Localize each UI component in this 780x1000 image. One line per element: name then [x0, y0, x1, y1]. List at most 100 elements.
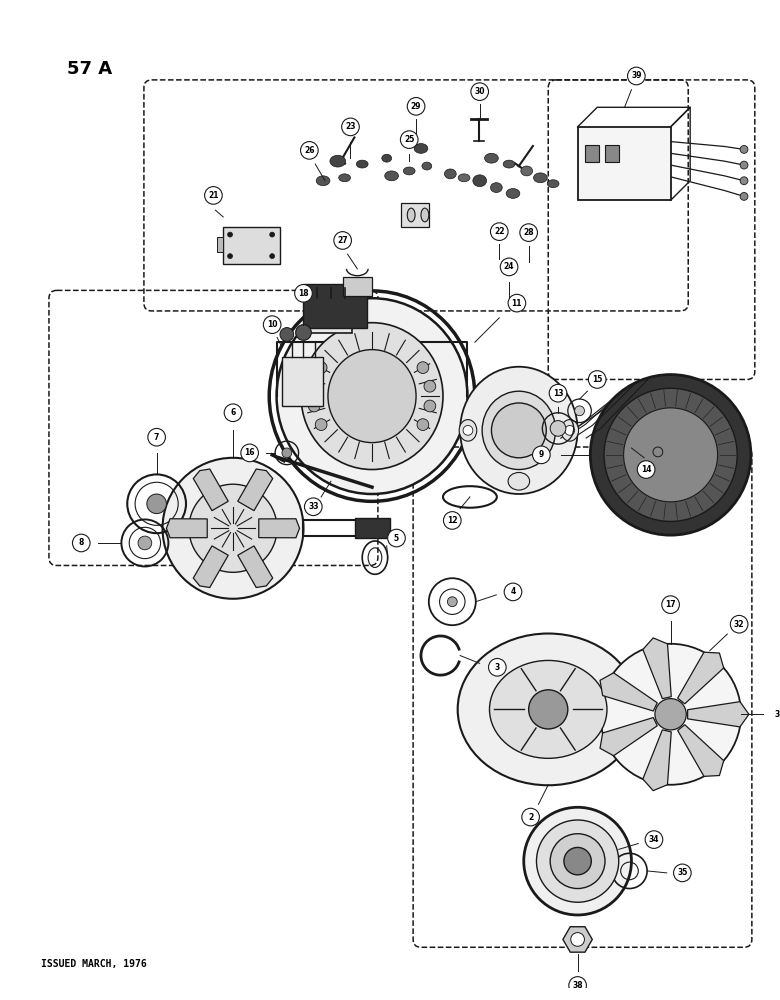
Circle shape — [655, 699, 686, 730]
Bar — [282, 357, 323, 406]
Ellipse shape — [445, 169, 456, 179]
Circle shape — [569, 977, 587, 994]
Circle shape — [529, 690, 568, 729]
Polygon shape — [688, 702, 749, 727]
Circle shape — [228, 254, 232, 259]
Text: 3: 3 — [495, 663, 500, 672]
Circle shape — [147, 494, 166, 514]
Polygon shape — [643, 638, 672, 699]
Polygon shape — [193, 546, 229, 588]
Text: 18: 18 — [298, 289, 309, 298]
Circle shape — [417, 362, 429, 373]
Text: 5: 5 — [394, 534, 399, 543]
Text: 4: 4 — [510, 587, 516, 596]
Circle shape — [771, 705, 780, 723]
Circle shape — [148, 428, 165, 446]
Text: 11: 11 — [512, 299, 522, 308]
Polygon shape — [238, 546, 273, 588]
Ellipse shape — [407, 208, 415, 222]
Ellipse shape — [521, 166, 533, 176]
Circle shape — [537, 820, 619, 902]
Circle shape — [550, 834, 605, 889]
Circle shape — [189, 484, 277, 572]
Text: 17: 17 — [665, 600, 676, 609]
Circle shape — [308, 400, 320, 412]
Polygon shape — [193, 469, 229, 511]
Ellipse shape — [506, 189, 519, 198]
Ellipse shape — [385, 171, 399, 181]
Bar — [578, 127, 671, 200]
Ellipse shape — [328, 350, 416, 443]
Text: 39: 39 — [631, 71, 642, 80]
Circle shape — [204, 187, 222, 204]
Text: 30: 30 — [474, 87, 485, 96]
Ellipse shape — [508, 472, 530, 490]
Circle shape — [637, 461, 655, 478]
Circle shape — [740, 145, 748, 153]
Ellipse shape — [459, 420, 477, 441]
Circle shape — [628, 67, 645, 85]
Text: 24: 24 — [504, 262, 514, 271]
Circle shape — [522, 808, 540, 826]
Text: 13: 13 — [553, 389, 563, 398]
Text: 7: 7 — [154, 433, 159, 442]
Polygon shape — [678, 725, 724, 776]
Text: 32: 32 — [734, 620, 744, 629]
Text: 21: 21 — [208, 191, 218, 200]
Ellipse shape — [381, 154, 392, 162]
Ellipse shape — [491, 183, 502, 192]
Text: 15: 15 — [592, 375, 602, 384]
Circle shape — [162, 458, 303, 599]
Circle shape — [564, 847, 591, 875]
Circle shape — [417, 419, 429, 430]
Polygon shape — [259, 519, 300, 538]
Ellipse shape — [548, 180, 559, 188]
Circle shape — [504, 583, 522, 601]
Text: 23: 23 — [346, 122, 356, 131]
Text: 57 A: 57 A — [66, 60, 112, 78]
Circle shape — [315, 362, 327, 373]
Circle shape — [334, 232, 352, 249]
Circle shape — [270, 232, 275, 237]
Circle shape — [565, 425, 575, 435]
Polygon shape — [600, 673, 658, 711]
Text: 16: 16 — [244, 448, 255, 457]
Ellipse shape — [561, 420, 579, 441]
Circle shape — [740, 177, 748, 185]
Circle shape — [315, 419, 327, 430]
Ellipse shape — [534, 173, 548, 183]
Circle shape — [519, 224, 537, 241]
Circle shape — [280, 328, 294, 341]
Bar — [402, 203, 429, 227]
Circle shape — [645, 831, 663, 848]
Polygon shape — [166, 519, 207, 538]
Ellipse shape — [482, 391, 555, 470]
Text: 6: 6 — [230, 408, 236, 417]
Circle shape — [730, 615, 748, 633]
Ellipse shape — [490, 660, 607, 758]
Circle shape — [523, 807, 632, 915]
Circle shape — [488, 658, 506, 676]
Circle shape — [264, 316, 281, 333]
Circle shape — [407, 98, 425, 115]
Circle shape — [424, 380, 436, 392]
Circle shape — [304, 498, 322, 516]
Polygon shape — [643, 730, 672, 791]
Circle shape — [296, 325, 311, 340]
Circle shape — [388, 529, 406, 547]
Circle shape — [600, 644, 741, 785]
Bar — [218, 237, 223, 252]
Bar — [310, 298, 353, 333]
Circle shape — [138, 536, 152, 550]
Circle shape — [270, 254, 275, 259]
Circle shape — [571, 933, 584, 946]
Circle shape — [500, 258, 518, 276]
Text: ISSUED MARCH, 1976: ISSUED MARCH, 1976 — [41, 959, 147, 969]
Circle shape — [308, 380, 320, 392]
Circle shape — [228, 232, 232, 237]
Circle shape — [295, 285, 312, 302]
Text: 14: 14 — [641, 465, 651, 474]
Polygon shape — [238, 469, 273, 511]
Bar — [342, 277, 372, 296]
Text: 25: 25 — [404, 135, 414, 144]
